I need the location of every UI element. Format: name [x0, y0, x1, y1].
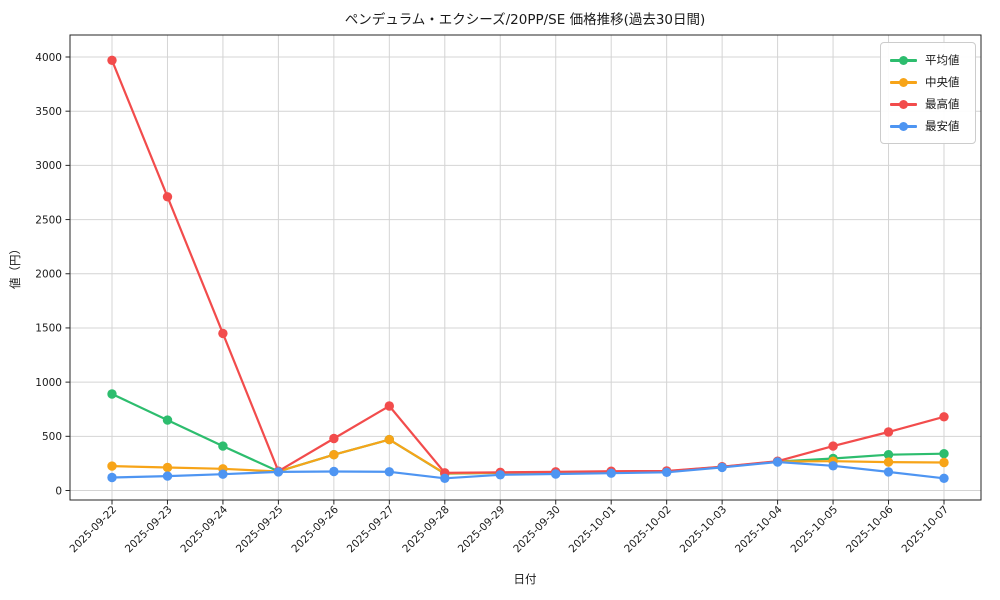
data-point-最安値	[939, 473, 949, 483]
data-point-最安値	[717, 462, 727, 473]
data-point-中央値	[384, 434, 394, 445]
y-tick-label: 1000	[35, 377, 62, 389]
x-tick-label: 2025-09-24	[178, 503, 230, 555]
x-tick-label: 2025-09-30	[511, 504, 563, 556]
data-series	[107, 55, 949, 483]
data-point-最安値	[606, 468, 616, 478]
data-point-最安値	[107, 472, 117, 483]
x-tick-label: 2025-09-26	[289, 503, 341, 555]
data-point-最高値	[329, 433, 339, 444]
legend-label: 平均値	[925, 53, 960, 67]
data-point-最安値	[772, 457, 783, 467]
x-axis-title: 日付	[514, 572, 537, 586]
data-point-平均値	[218, 441, 228, 451]
data-point-最高値	[218, 328, 228, 339]
data-point-最安値	[273, 467, 284, 477]
y-tick-label: 1500	[35, 323, 62, 335]
data-point-最高値	[828, 441, 838, 451]
axes	[65, 34, 982, 505]
series-line-中央値	[111, 438, 945, 475]
series-line-最高値	[110, 59, 945, 474]
legend: 平均値中央値最高値最安値	[880, 42, 976, 144]
data-point-中央値	[329, 450, 339, 460]
data-point-平均値	[162, 415, 173, 425]
chart-title: ペンデュラム・エクシーズ/20PP/SE 価格推移(過去30日間)	[345, 11, 706, 28]
legend-item-1: 中央値	[890, 71, 966, 93]
y-tick-label: 3000	[35, 160, 62, 172]
data-point-最安値	[662, 467, 672, 477]
y-tick-label: 4000	[35, 52, 62, 64]
data-point-最安値	[162, 471, 173, 481]
y-axis-title: 値（円）	[8, 243, 22, 289]
data-point-中央値	[939, 457, 949, 468]
x-tick-label: 2025-10-07	[899, 504, 951, 556]
x-tick-label: 2025-09-22	[67, 504, 119, 556]
x-tick-label: 2025-10-05	[789, 504, 841, 556]
x-tick-label: 2025-09-27	[345, 504, 397, 556]
legend-marker-icon	[890, 77, 917, 87]
legend-marker-icon	[890, 121, 917, 131]
data-point-平均値	[883, 450, 894, 460]
data-point-最安値	[828, 461, 838, 471]
data-point-中央値	[107, 461, 117, 471]
data-point-最安値	[440, 473, 450, 483]
data-point-最安値	[329, 466, 339, 477]
legend-marker-icon	[890, 99, 917, 109]
data-point-最安値	[384, 467, 394, 477]
legend-item-2: 最高値	[890, 93, 966, 115]
y-tick-label: 0	[55, 485, 62, 497]
legend-label: 最安値	[925, 119, 960, 133]
x-tick-label: 2025-09-28	[400, 504, 452, 556]
data-point-平均値	[939, 449, 949, 459]
x-tick-label: 2025-10-06	[844, 503, 896, 555]
x-tick-label: 2025-10-02	[622, 504, 674, 556]
data-point-最安値	[883, 467, 894, 477]
legend-label: 中央値	[925, 75, 960, 89]
grid-lines	[70, 35, 981, 500]
data-point-最高値	[883, 427, 894, 437]
x-tick-label: 2025-10-04	[733, 503, 785, 555]
x-tick-label: 2025-09-23	[123, 504, 175, 556]
data-point-最安値	[218, 469, 228, 479]
legend-item-0: 平均値	[890, 49, 966, 71]
y-tick-label: 500	[42, 431, 62, 443]
y-tick-label: 3500	[35, 106, 62, 118]
x-tick-label: 2025-10-01	[567, 504, 619, 556]
legend-marker-icon	[890, 55, 917, 65]
legend-item-3: 最安値	[890, 115, 966, 137]
y-tick-label: 2000	[35, 269, 62, 281]
data-point-中央値	[883, 457, 894, 467]
data-point-最高値	[162, 192, 173, 202]
legend-label: 最高値	[925, 97, 960, 111]
y-tick-label: 2500	[35, 214, 62, 226]
data-point-最高値	[939, 412, 949, 422]
data-point-中央値	[162, 462, 173, 473]
series-line-最安値	[111, 460, 945, 480]
x-tick-label: 2025-10-03	[678, 504, 730, 556]
data-point-最安値	[551, 469, 561, 479]
plot-border	[69, 34, 982, 501]
x-tick-label: 2025-09-29	[456, 504, 508, 556]
data-point-最高値	[107, 55, 117, 65]
tick-labels: 0 500 1000 1500 2000 2500 3000 3500 4000 2025-09-…	[35, 52, 951, 555]
data-point-最安値	[495, 470, 505, 480]
data-point-平均値	[107, 389, 117, 399]
data-point-最高値	[384, 401, 394, 411]
x-tick-label: 2025-09-25	[234, 504, 286, 556]
